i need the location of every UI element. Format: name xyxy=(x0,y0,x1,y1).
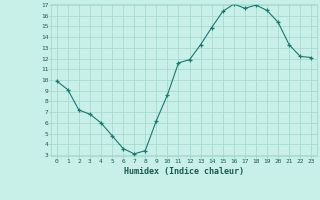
X-axis label: Humidex (Indice chaleur): Humidex (Indice chaleur) xyxy=(124,167,244,176)
